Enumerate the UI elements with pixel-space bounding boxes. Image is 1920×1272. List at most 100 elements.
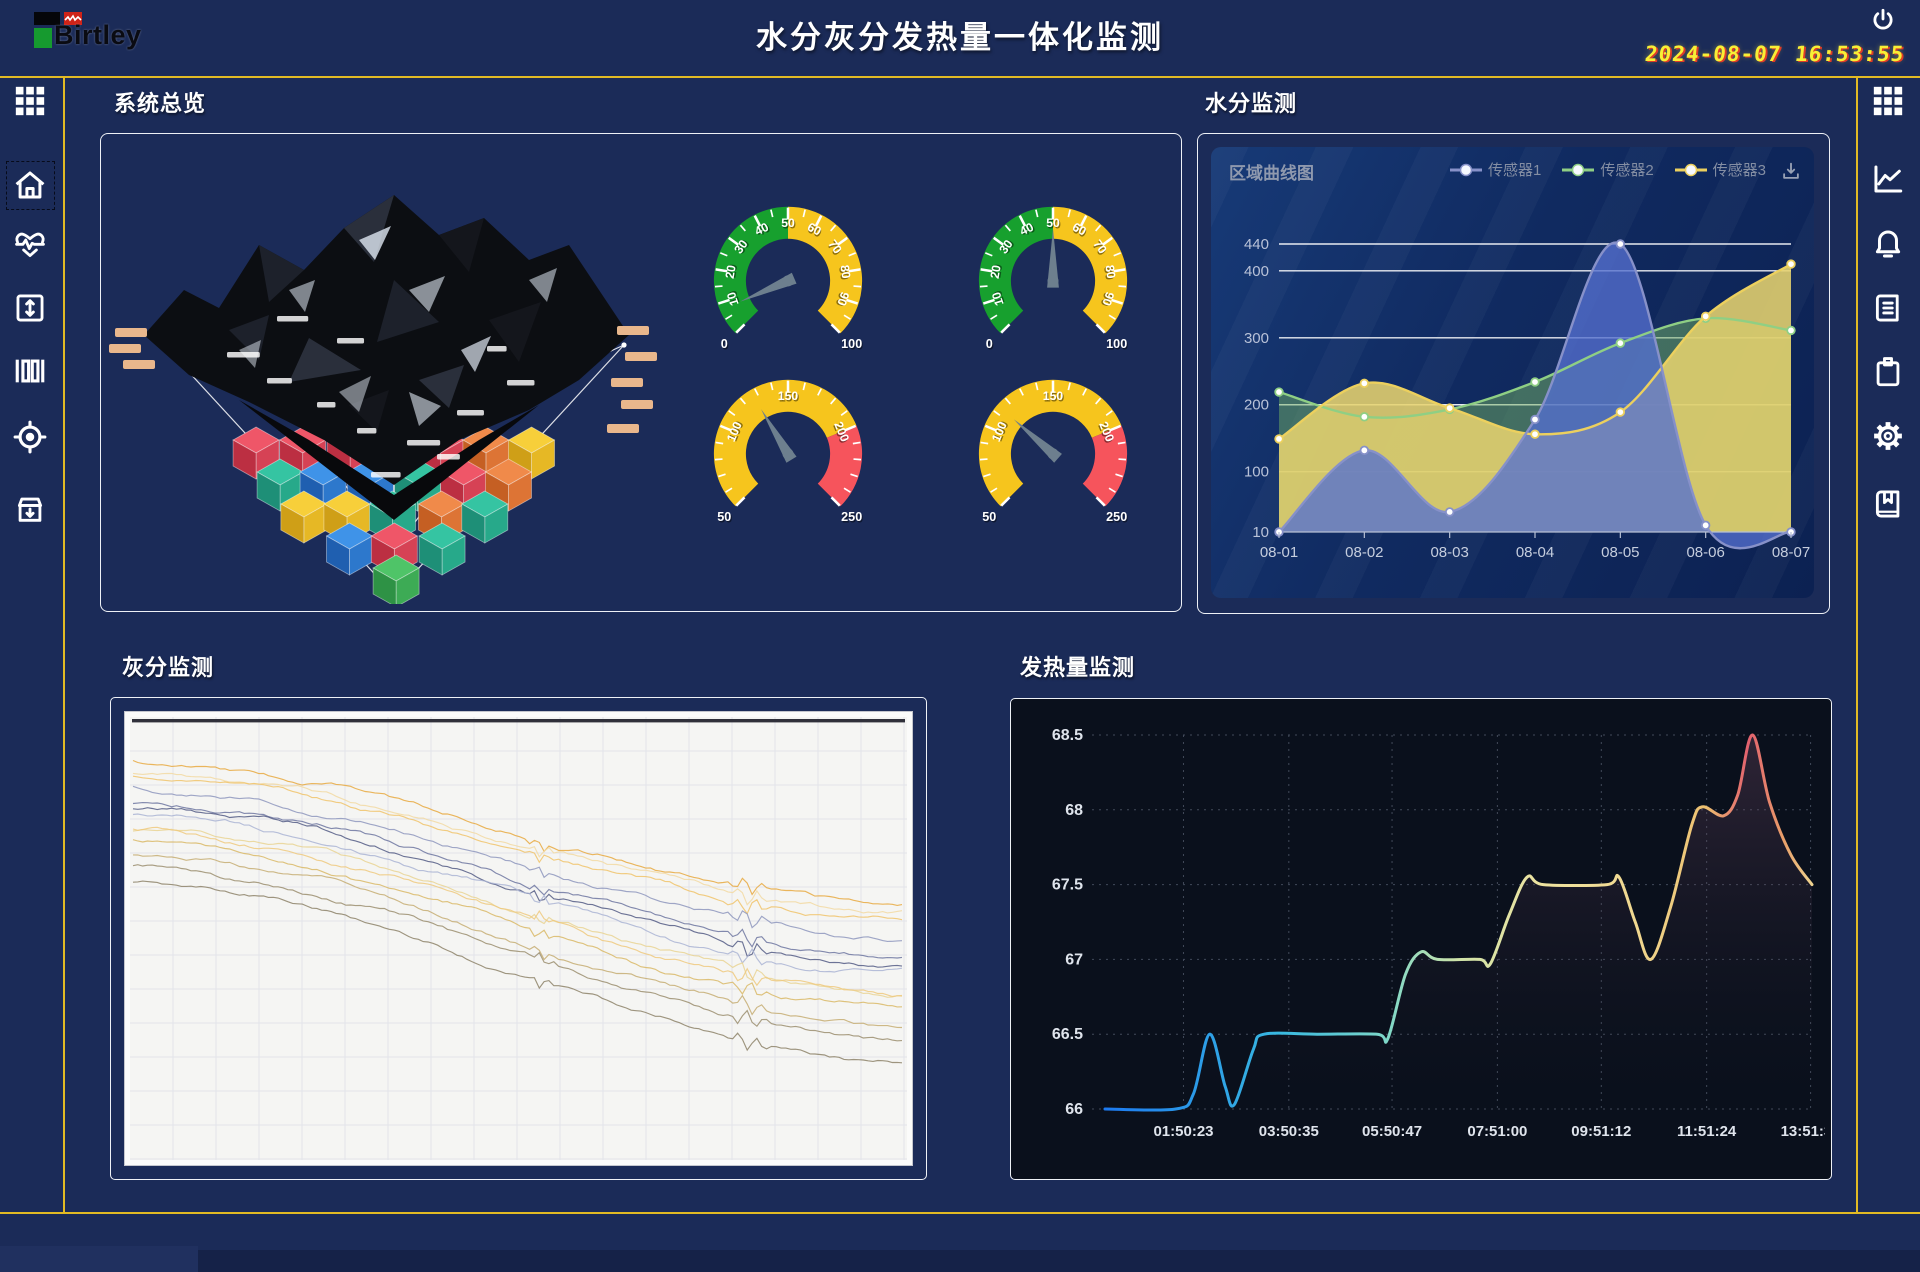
svg-text:80: 80 [837,264,853,280]
calorific-line-chart[interactable]: 68.5 68 67.5 67 66.5 66 01:50:23 03:50:35 05:50:… [1017,705,1841,1173]
footer-divider [0,1212,1920,1214]
gear-icon[interactable] [1871,419,1905,453]
svg-text:90: 90 [1099,290,1117,307]
svg-text:67.5: 67.5 [1052,877,1083,894]
logo-red-square [64,12,82,25]
ash-spectra-chart[interactable] [130,717,907,1160]
gauge-4[interactable]: 100 100 150 150 200 200 50 50 250 250 [968,368,1138,528]
legend-item[interactable]: 传感器1 [1449,159,1541,180]
archive-download-icon[interactable] [13,492,47,526]
gauge-2[interactable]: 10 10 20 20 30 30 40 40 50 50 60 60 70 70 80 80 90 90 0 0 10… [968,195,1138,355]
book-icon[interactable] [1871,487,1905,521]
heart-pulse-icon[interactable] [13,228,47,262]
gauge-1[interactable]: 10 10 20 20 30 30 40 40 50 50 60 60 70 70 80 80 90 90 0 0 10… [703,195,873,355]
gauge-3[interactable]: 100 100 150 150 200 200 50 50 250 250 [703,368,873,528]
svg-text:40: 40 [752,220,771,239]
coal-3d-visualization [109,140,671,608]
svg-text:250: 250 [841,510,862,524]
line-chart-icon[interactable] [1871,162,1905,196]
download-icon[interactable] [1780,160,1802,182]
svg-text:08-01: 08-01 [1260,544,1298,561]
header-divider [0,76,1920,78]
footer-strip-dark [198,1250,1920,1272]
svg-text:03:50:35: 03:50:35 [1259,1123,1319,1140]
svg-text:08-05: 08-05 [1601,544,1639,561]
legend-label: 传感器1 [1487,162,1542,179]
svg-text:90: 90 [1098,291,1116,308]
column-bars-icon[interactable] [13,354,47,388]
vertical-resize-icon[interactable] [13,291,47,325]
svg-text:50: 50 [782,217,796,231]
logo-black-square [34,12,60,25]
legend-item[interactable]: 传感器2 [1561,159,1654,180]
svg-text:13:51:36: 13:51:36 [1781,1123,1825,1140]
grid-menu-icon[interactable] [13,84,47,118]
legend-label: 传感器2 [1600,162,1654,179]
svg-text:150: 150 [1043,389,1064,403]
svg-text:400: 400 [1244,263,1269,280]
header: Birtley 水分灰分发热量一体化监测 2024-08-07 16:53:55 [0,0,1920,76]
overview-title: 系统总览 [114,91,207,116]
svg-text:08-02: 08-02 [1345,544,1383,561]
power-icon[interactable] [1870,7,1896,33]
overview-panel: 10 10 20 20 30 30 40 40 50 50 60 60 70 70 80 80 90 90 0 0 10… [100,133,1182,612]
page-title: 水分灰分发热量一体化监测 [756,20,1164,55]
svg-text:100: 100 [1106,337,1127,351]
svg-text:40: 40 [754,221,773,240]
svg-text:08-04: 08-04 [1516,544,1554,561]
svg-text:20: 20 [723,264,739,280]
clipboard-icon[interactable] [1871,355,1905,389]
left-rail-divider [63,78,65,1212]
svg-text:80: 80 [1102,264,1118,280]
svg-text:66.5: 66.5 [1052,1026,1083,1043]
datetime-display: 2024-08-07 16:53:55 [1643,42,1906,66]
svg-text:08-07: 08-07 [1772,544,1810,561]
svg-text:40: 40 [1019,221,1038,240]
svg-text:100: 100 [1107,338,1128,352]
svg-text:0: 0 [986,337,993,351]
legend-item[interactable]: 传感器3 [1674,159,1766,180]
document-icon[interactable] [1871,291,1905,325]
calorific-panel: 68.5 68 67.5 67 66.5 66 01:50:23 03:50:35 05:50:… [1010,698,1841,1180]
legend-marker-icon [1449,163,1482,176]
svg-text:100: 100 [841,337,862,351]
svg-text:60: 60 [1070,222,1089,241]
svg-text:250: 250 [1106,510,1127,524]
svg-text:10: 10 [725,289,743,306]
svg-text:0: 0 [721,337,728,351]
svg-text:10: 10 [724,290,742,307]
svg-text:20: 20 [989,263,1005,279]
svg-text:67: 67 [1065,951,1083,968]
svg-text:50: 50 [717,510,731,524]
grid-menu-icon[interactable] [1871,84,1905,118]
svg-text:05:50:47: 05:50:47 [1362,1123,1422,1140]
ash-title: 灰分监测 [122,655,215,680]
target-icon[interactable] [13,420,47,454]
legend-marker-icon [1562,163,1595,176]
svg-text:50: 50 [982,510,996,524]
moisture-title: 水分监测 [1205,91,1298,116]
moisture-area-chart[interactable]: 440 400 300 200 100 10 08-01 08-02 08-03 08-04 08-… [1211,147,1814,598]
svg-text:80: 80 [1101,265,1117,281]
legend-marker-icon [1674,163,1707,176]
svg-text:50: 50 [718,511,732,525]
svg-text:07:51:00: 07:51:00 [1467,1123,1527,1140]
svg-text:50: 50 [983,511,997,525]
svg-text:50: 50 [1047,217,1061,231]
svg-text:10: 10 [989,290,1007,307]
svg-text:90: 90 [834,290,852,307]
svg-text:50: 50 [1046,216,1060,230]
ash-chart-frame [124,711,913,1166]
svg-text:90: 90 [833,291,851,308]
ash-panel [110,697,927,1180]
svg-text:10: 10 [1252,524,1269,541]
svg-text:0: 0 [722,338,729,352]
svg-text:50: 50 [781,216,795,230]
svg-text:40: 40 [1017,220,1036,239]
right-rail-divider [1856,78,1858,1212]
moisture-chart-box: 区域曲线图 传感器1 传感器2 传感器3 440 400 300 200 100 10 08-0… [1211,147,1814,598]
svg-text:0: 0 [987,338,994,352]
svg-text:68: 68 [1065,802,1083,819]
home-icon[interactable] [13,168,47,202]
bell-icon[interactable] [1871,227,1905,261]
